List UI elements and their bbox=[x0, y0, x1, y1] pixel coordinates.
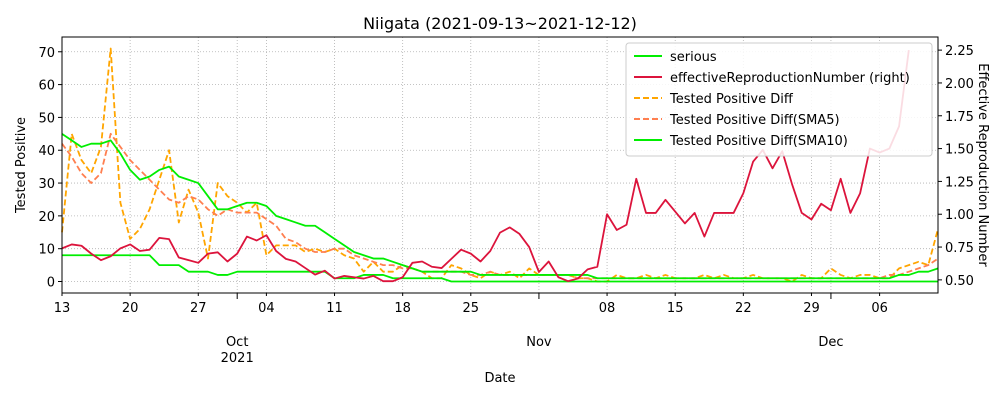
x-major-tick-label: Oct bbox=[226, 335, 248, 350]
x-minor-tick-label: 22 bbox=[735, 301, 752, 316]
legend-label: effectiveReproductionNumber (right) bbox=[670, 71, 910, 86]
legend-label: Tested Positive Diff(SMA10) bbox=[669, 134, 848, 149]
x-minor-tick-label: 15 bbox=[667, 301, 684, 316]
y-tick-label: 10 bbox=[38, 243, 55, 258]
y2-tick-label: 0.75 bbox=[945, 241, 974, 256]
x-minor-tick-label: 11 bbox=[326, 301, 343, 316]
y2-tick-label: 1.75 bbox=[945, 110, 974, 125]
x-major-tick-label: Nov bbox=[526, 335, 552, 350]
series-layer bbox=[61, 47, 939, 283]
x-axis-label: Date bbox=[484, 371, 515, 386]
y-tick-label: 20 bbox=[38, 210, 55, 225]
y-tick-label: 50 bbox=[38, 111, 55, 126]
y-tick-label: 70 bbox=[38, 46, 55, 61]
x-minor-tick-label: 29 bbox=[803, 301, 820, 316]
x-minor-tick-label: 08 bbox=[599, 301, 616, 316]
series-line-0 bbox=[62, 254, 938, 283]
x-major-tick-sublabel: 2021 bbox=[221, 351, 254, 366]
x-minor-tick-label: 20 bbox=[122, 301, 139, 316]
x-minor-tick-label: 04 bbox=[258, 301, 275, 316]
y2-axis-label: Effective Reproduction Number bbox=[975, 63, 990, 267]
y2-tick-label: 2.00 bbox=[945, 77, 974, 92]
legend: serious effectiveReproductionNumber (righ… bbox=[625, 42, 933, 157]
legend-label: Tested Positive Diff bbox=[669, 92, 794, 107]
y2-tick-label: 1.50 bbox=[945, 143, 974, 158]
y-axis-left: 0 10 20 30 40 50 60 70 bbox=[38, 46, 62, 291]
y2-tick-label: 2.25 bbox=[945, 44, 974, 59]
y-tick-label: 0 bbox=[47, 276, 55, 291]
y2-tick-label: 0.50 bbox=[945, 274, 974, 289]
x-minor-tick-label: 13 bbox=[54, 301, 71, 316]
x-minor-tick-label: 06 bbox=[871, 301, 888, 316]
series-line-1 bbox=[61, 50, 910, 283]
x-minor-tick-label: 27 bbox=[190, 301, 207, 316]
y-axis-label: Tested Positive bbox=[14, 117, 29, 214]
y2-tick-label: 1.00 bbox=[945, 208, 974, 223]
y-tick-label: 40 bbox=[38, 144, 55, 159]
chart-title: Niigata (2021-09-13~2021-12-12) bbox=[363, 14, 637, 33]
y2-tick-label: 1.25 bbox=[945, 175, 974, 190]
y-tick-label: 60 bbox=[38, 79, 55, 94]
legend-box bbox=[625, 42, 933, 157]
series-line-4 bbox=[61, 133, 939, 280]
legend-label: serious bbox=[670, 50, 717, 65]
plot-frame bbox=[61, 36, 939, 294]
y-tick-label: 30 bbox=[38, 177, 55, 192]
x-major-tick-label: Dec bbox=[818, 335, 843, 350]
y-axis-right: 0.50 0.75 1.00 1.25 1.50 1.75 2.00 2.25 bbox=[938, 44, 974, 289]
legend-label: Tested Positive Diff(SMA5) bbox=[669, 113, 840, 128]
x-minor-tick-label: 18 bbox=[394, 301, 411, 316]
x-minor-tick-label: 25 bbox=[463, 301, 480, 316]
